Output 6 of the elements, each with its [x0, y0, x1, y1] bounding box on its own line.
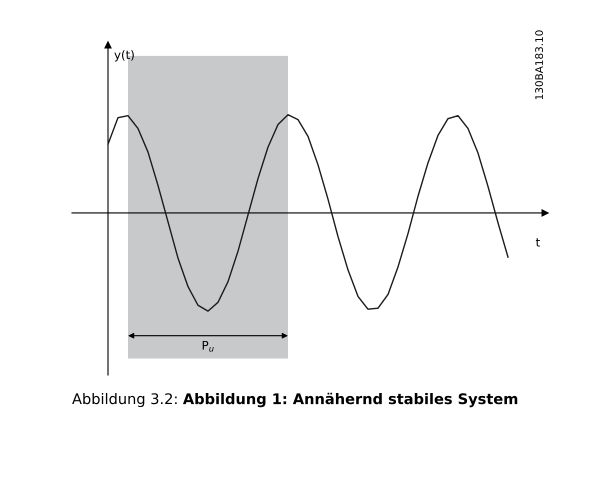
text: Abbildung 3.2:: [72, 392, 177, 408]
text: P$_{u}$: [202, 340, 214, 352]
text: 130BA183.10: [535, 30, 544, 100]
text: Abbildung 1: Annähernd stabiles System: [182, 392, 518, 408]
y-axis-title: y(t): [114, 50, 134, 62]
x-axis-title: t: [536, 238, 540, 246]
